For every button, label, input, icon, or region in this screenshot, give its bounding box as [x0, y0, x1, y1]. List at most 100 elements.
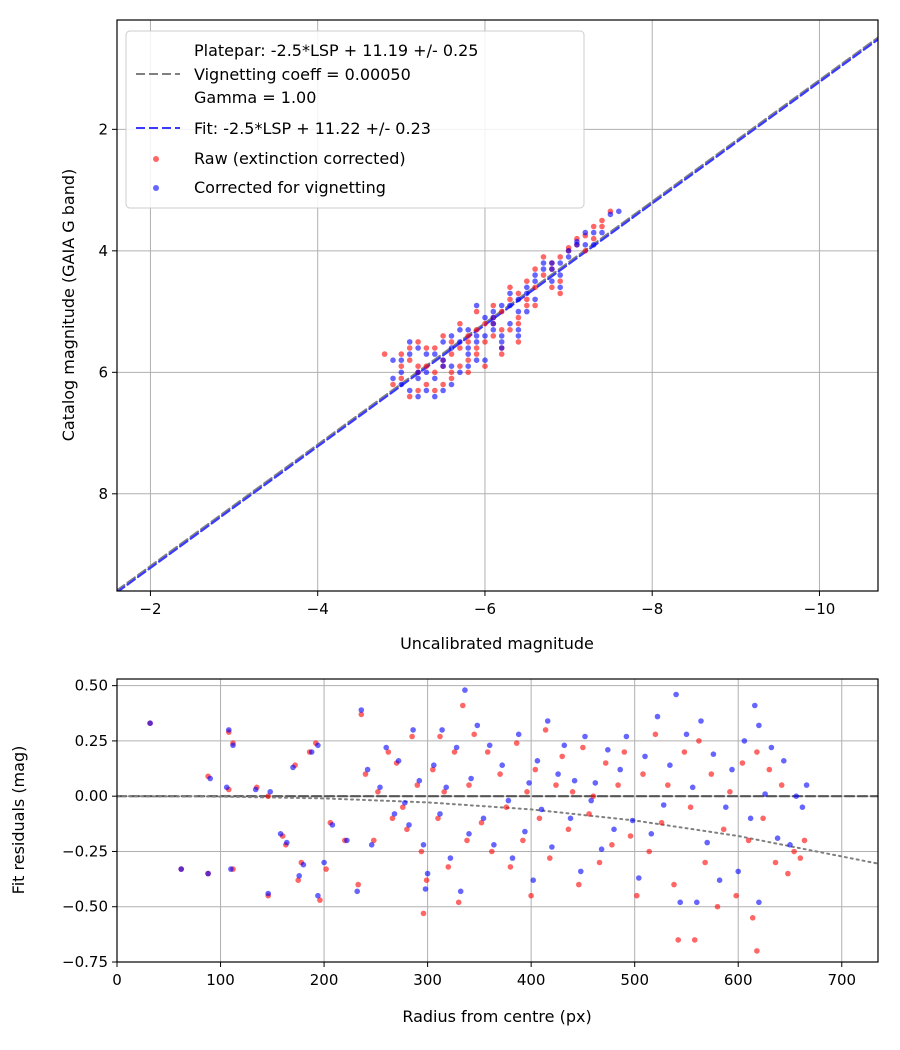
bottom-corrected-point [466, 831, 472, 837]
top-corrected-point [540, 260, 547, 266]
bottom-corrected-point [368, 842, 375, 848]
top-raw-point [582, 248, 589, 254]
top-corrected-point [473, 339, 480, 345]
bottom-raw-point [580, 744, 586, 751]
bottom-corrected-point [629, 817, 636, 824]
legend-box [125, 30, 585, 209]
bottom-y-tick-label: 0.50 [75, 677, 108, 695]
top-raw-point [515, 290, 522, 297]
bottom-raw-point [733, 892, 739, 899]
bottom-x-tick-label: 200 [310, 971, 339, 989]
bottom-corrected-point [315, 742, 321, 749]
bottom-corrected-point [424, 870, 431, 877]
bottom-raw-point [754, 749, 760, 755]
top-corrected-point [490, 314, 497, 321]
top-corrected-point [515, 333, 522, 339]
bottom-raw-point [420, 910, 427, 917]
top-corrected-point [465, 351, 472, 357]
bottom-corrected-point [660, 802, 667, 808]
bottom-raw-point [489, 848, 495, 855]
bottom-raw-point [430, 766, 436, 773]
bottom-corrected-point [364, 766, 371, 773]
bottom-raw-point [681, 749, 688, 755]
bottom-raw-point [702, 859, 708, 866]
top-corrected-point [415, 345, 421, 351]
top-corrected-point [490, 320, 497, 327]
bottom-corrected-point [308, 749, 315, 755]
top-corrected-point [515, 327, 522, 333]
bottom-y-axis-label: Fit residuals (mag) [9, 746, 28, 895]
top-raw-point [490, 333, 497, 339]
legend-platepar-line3: Gamma = 1.00 [194, 88, 316, 107]
bottom-corrected-point [329, 822, 336, 828]
top-raw-point [415, 387, 421, 394]
bottom-raw-point [455, 899, 462, 906]
bottom-corrected-point [803, 782, 810, 788]
bottom-corrected-point [578, 868, 584, 875]
bottom-raw-point [634, 892, 640, 899]
bottom-corrected-point [422, 886, 429, 892]
bottom-raw-point [362, 771, 369, 777]
top-corrected-point [482, 314, 488, 321]
bottom-corrected-point [694, 899, 700, 906]
bottom-raw-point [576, 881, 582, 888]
top-x-tick-label: −4 [307, 600, 329, 618]
top-raw-point [423, 381, 430, 388]
top-corrected-point [432, 351, 438, 357]
bottom-raw-point [451, 749, 458, 755]
top-corrected-point [448, 345, 455, 351]
bottom-raw-point [671, 881, 677, 888]
bottom-corrected-point [486, 742, 493, 749]
top-corrected-point [473, 302, 480, 309]
top-corrected-point [549, 260, 555, 266]
bottom-corrected-point [147, 720, 153, 726]
top-raw-point [532, 266, 538, 272]
legend-platepar-line2: Vignetting coeff = 0.00050 [194, 65, 411, 84]
top-corrected-point [390, 375, 396, 382]
top-raw-point [448, 375, 455, 382]
bottom-x-axis-label: Radius from centre (px) [402, 1007, 591, 1026]
bottom-corrected-point [642, 753, 648, 760]
top-raw-point [557, 278, 563, 285]
top-corrected-point [515, 308, 522, 315]
top-corrected-point [457, 327, 463, 333]
top-axes-frame [116, 19, 879, 592]
bottom-corrected-point [300, 861, 307, 868]
top-raw-point [482, 363, 488, 370]
top-raw-point [490, 302, 497, 309]
bottom-raw-point [658, 819, 665, 826]
legend-raw-label: Raw (extinction corrected) [194, 149, 406, 168]
bottom-raw-point [371, 837, 377, 844]
bottom-corrected-point [544, 718, 551, 724]
bottom-corrected-point [462, 687, 468, 693]
top-corrected-point [398, 369, 405, 376]
bottom-x-tick-label: 600 [724, 971, 753, 989]
top-raw-point [507, 284, 513, 291]
bottom-raw-point [460, 702, 466, 709]
top-corrected-point [406, 387, 413, 394]
top-corrected-point [440, 387, 446, 394]
top-raw-point [498, 308, 505, 315]
bottom-corrected-point [284, 839, 290, 846]
top-corrected-point [540, 266, 547, 272]
top-x-ticks: −2 −4 −6 −8 −10 [139, 591, 835, 618]
bottom-corrected-point [226, 727, 232, 733]
bottom-corrected-point [505, 797, 512, 804]
top-corrected-point [490, 327, 497, 333]
bottom-corrected-point [756, 899, 762, 906]
bottom-raw-point [507, 864, 514, 870]
bottom-vignetting-line [117, 795, 878, 865]
bottom-corrected-point [402, 800, 408, 806]
bottom-raw-point [708, 771, 715, 777]
bottom-corrected-point [277, 831, 284, 837]
bottom-x-tick-label: 100 [206, 971, 235, 989]
top-raw-point [590, 235, 597, 242]
bottom-corrected-point [698, 718, 704, 724]
top-raw-point [524, 302, 530, 309]
bottom-raw-point [404, 826, 410, 833]
bottom-y-tick-label: −0.25 [62, 842, 108, 860]
bottom-y-tick-label: −0.75 [62, 953, 108, 971]
bottom-corrected-point [667, 762, 673, 768]
